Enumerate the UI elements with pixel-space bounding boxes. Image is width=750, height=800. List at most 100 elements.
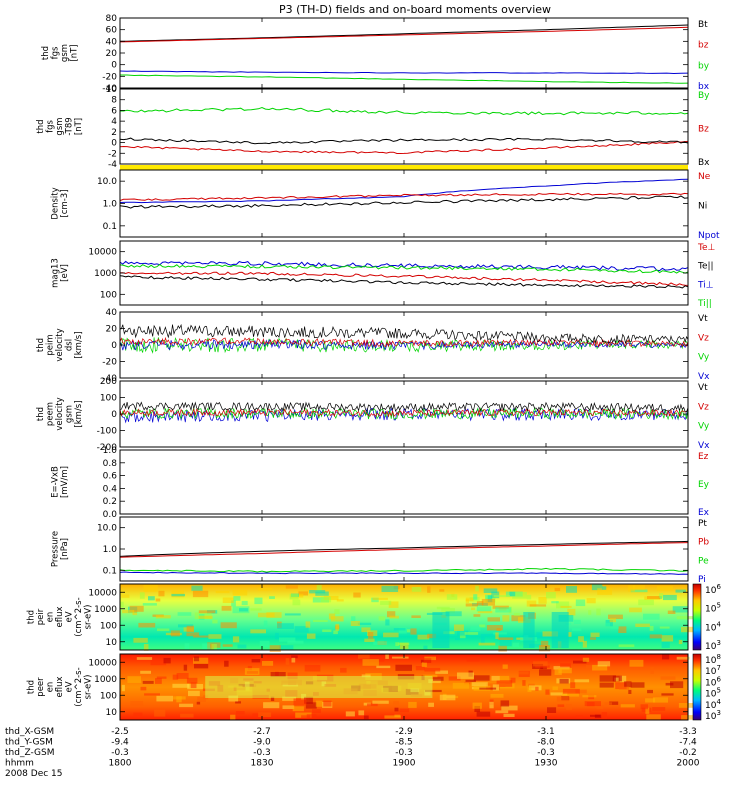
spectrogram-cell <box>121 594 130 598</box>
spectrogram-cell <box>539 669 552 676</box>
spectrogram-cell <box>678 703 696 708</box>
spectrogram-cell <box>294 668 301 671</box>
spectrogram-cell <box>232 636 240 643</box>
spectrogram-cell <box>398 642 410 646</box>
spectrogram-cell <box>597 588 613 595</box>
spectrogram-cell <box>263 620 268 628</box>
y-tick-label: -20 <box>102 72 117 82</box>
panel-density: 10.0 1.0 0.1 Density [cm-3] Ne Ni Npot <box>50 169 720 241</box>
spectrogram-cell <box>132 610 138 616</box>
spectrogram-cell <box>570 682 576 689</box>
y-axis-title-line: gsm <box>60 44 70 62</box>
spectrogram-cell <box>435 670 448 674</box>
legend-Te||: Te|| <box>697 262 714 272</box>
spectrogram-cell <box>628 585 635 592</box>
spectrogram-cell <box>513 612 520 616</box>
spectrogram-cell <box>411 587 422 592</box>
panel-traces <box>119 106 689 154</box>
spectrogram-cell <box>522 680 526 686</box>
spectrogram-cell <box>452 682 469 689</box>
spectrogram-cell <box>156 676 167 679</box>
y-axis-title-line: en <box>46 612 56 623</box>
spectrogram-cell <box>368 632 374 639</box>
spectrogram-cell <box>629 659 644 667</box>
panel-traces <box>120 584 694 652</box>
spectrogram-cell <box>257 612 275 618</box>
legend-Bz: Bz <box>698 125 709 135</box>
spectrogram-cell <box>526 600 537 607</box>
y-axis-title-line: [nT] <box>69 44 79 61</box>
panel-traces <box>119 540 689 575</box>
legend-Pe: Pe <box>698 556 709 566</box>
spectrogram-cell <box>500 700 510 707</box>
spectrogram-cell <box>551 601 559 604</box>
y-axis-title-line: eflux <box>55 606 65 627</box>
spectrogram-cell <box>279 637 296 642</box>
spectrogram-cell <box>154 709 166 717</box>
y-axis-title-line: velocity <box>55 397 65 430</box>
spectrogram-cell <box>659 593 664 598</box>
panel-traces <box>119 323 689 354</box>
spectrogram-cell <box>510 677 516 683</box>
spectrogram-cell <box>643 613 660 620</box>
y-axis-title-line: [eV] <box>60 264 70 282</box>
spectrogram-cell <box>586 598 596 604</box>
trace-Vz <box>119 408 689 418</box>
spectrogram-cell <box>681 715 698 720</box>
spectrogram-cell <box>423 674 438 678</box>
legend-Ne: Ne <box>698 172 711 182</box>
spectrogram-cell <box>358 710 365 716</box>
spectrogram-cell <box>624 681 632 688</box>
spectrogram-cell <box>171 590 185 598</box>
legend-Vx: Vx <box>698 372 710 382</box>
spectrogram-cell <box>142 680 154 684</box>
spectrogram-cell <box>186 625 194 632</box>
y-axis-title-line: sr-eV) <box>84 605 94 630</box>
y-axis-title-line: fgs <box>46 120 56 133</box>
panel-frame <box>119 88 689 165</box>
trace-Ni <box>119 195 689 209</box>
axis-row-value: 1800 <box>109 759 132 769</box>
spectrogram-cell <box>529 604 547 607</box>
legend-Vz: Vz <box>698 402 709 412</box>
axis-row-label: thd_X-GSM <box>5 727 54 737</box>
spectrogram-cell <box>472 702 482 709</box>
spectrogram-cell <box>496 683 506 687</box>
y-axis-title-line: velocity <box>55 328 65 361</box>
spectrogram-cell <box>572 628 582 631</box>
spectrogram-cell <box>197 696 206 702</box>
spectrogram-cell <box>582 640 587 648</box>
spectrogram-cell <box>436 606 450 610</box>
spectrogram-cell <box>122 609 135 614</box>
spectrogram-cell <box>423 645 428 650</box>
y-axis-title-line: sr-eV) <box>84 675 94 700</box>
spectrogram-cell <box>259 640 270 647</box>
spectrogram-cell <box>358 654 370 659</box>
panel-peem-velocity: 200 100 0 -100 -200 thd peem velocity gsm [km/s] V… <box>36 377 710 453</box>
spectrogram-cell <box>399 708 410 713</box>
spectrogram-cell <box>315 591 329 596</box>
spectrogram-cell <box>172 683 190 688</box>
spectrogram-cell <box>177 612 192 616</box>
y-tick-label: 40 <box>106 308 118 318</box>
spectrogram-cell <box>491 675 500 681</box>
spectrogram-cell <box>439 589 445 592</box>
spectrogram-cell <box>433 676 444 681</box>
spectrogram-cell <box>560 605 572 608</box>
spectrogram-cell <box>495 710 509 714</box>
spectrogram-cell <box>471 607 476 611</box>
spectrogram-cell <box>546 592 556 599</box>
spectrogram-cell <box>393 701 399 705</box>
y-axis-title-line: thd <box>36 119 46 133</box>
spectrogram-cell <box>601 712 608 719</box>
spectrogram-cell <box>156 695 173 702</box>
y-tick-label: 1.0 <box>103 545 118 555</box>
spectrogram-cell <box>312 709 321 713</box>
spectrogram-cell <box>220 622 237 629</box>
axis-row-value: -0.3 <box>253 748 271 758</box>
spectrogram-cell <box>294 626 309 633</box>
spectrogram-cell <box>649 634 663 639</box>
trace-by <box>120 74 689 84</box>
